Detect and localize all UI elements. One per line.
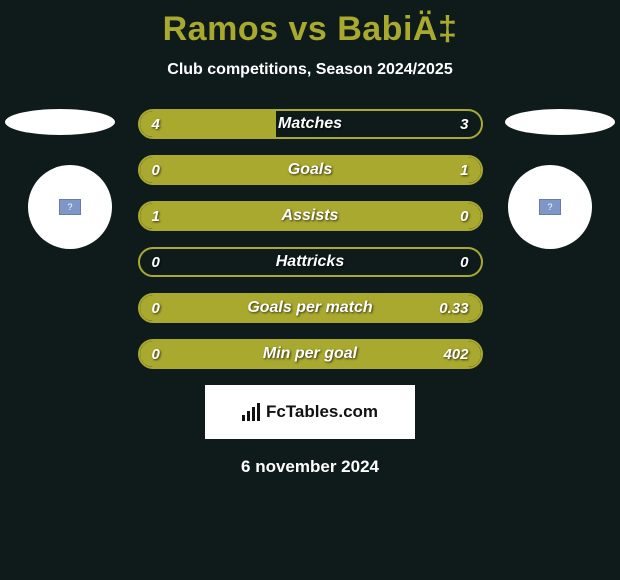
right-player-ellipse (505, 109, 615, 135)
stat-value-left: 0 (152, 295, 160, 321)
stat-value-right: 402 (443, 341, 468, 367)
stat-row: 0Min per goal402 (138, 339, 483, 369)
stat-value-right: 3 (460, 111, 468, 137)
bar-chart-icon (242, 403, 260, 421)
stat-value-left: 0 (152, 341, 160, 367)
stat-value-left: 0 (152, 249, 160, 275)
stat-value-left: 0 (152, 157, 160, 183)
stat-row: 1Assists0 (138, 201, 483, 231)
stat-row: 0Goals per match0.33 (138, 293, 483, 323)
left-player-ellipse (5, 109, 115, 135)
stat-row: 0Goals1 (138, 155, 483, 185)
page-title: Ramos vs BabiÄ‡ (0, 0, 620, 49)
stat-value-right: 0 (460, 203, 468, 229)
date-label: 6 november 2024 (0, 457, 620, 477)
stat-label: Hattricks (140, 249, 481, 275)
stat-value-right: 0 (460, 249, 468, 275)
placeholder-icon: ? (59, 199, 81, 215)
stat-value-right: 0.33 (439, 295, 468, 321)
bar-fill-left (140, 295, 481, 321)
bar-fill-left (140, 341, 481, 367)
bar-fill-left (140, 157, 205, 183)
stat-value-right: 1 (460, 157, 468, 183)
stat-value-left: 1 (152, 203, 160, 229)
stat-row: 4Matches3 (138, 109, 483, 139)
left-player-badge: ? (28, 165, 112, 249)
comparison-stage: ? ? 4Matches30Goals11Assists00Hattricks0… (0, 109, 620, 477)
right-player-badge: ? (508, 165, 592, 249)
bar-fill-right (204, 157, 480, 183)
subtitle: Club competitions, Season 2024/2025 (0, 61, 620, 79)
bar-fill-left (140, 203, 481, 229)
stat-value-left: 4 (152, 111, 160, 137)
stat-row: 0Hattricks0 (138, 247, 483, 277)
brand-label: FcTables.com (266, 402, 378, 422)
placeholder-icon: ? (539, 199, 561, 215)
brand-box: FcTables.com (205, 385, 415, 439)
stat-bars: 4Matches30Goals11Assists00Hattricks00Goa… (138, 109, 483, 369)
